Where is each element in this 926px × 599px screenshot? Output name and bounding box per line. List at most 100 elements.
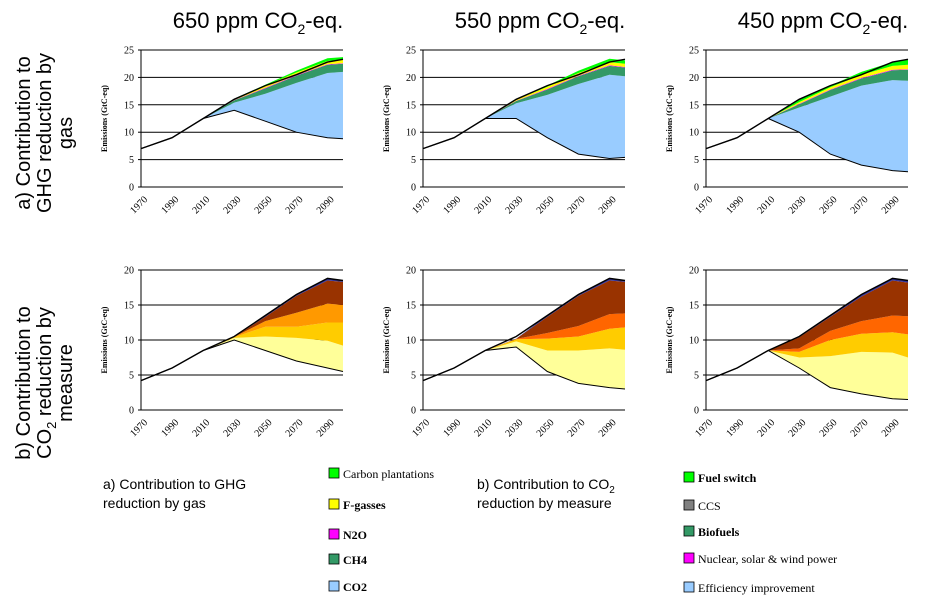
y-axis-label: Emissions (GtC-eq) xyxy=(665,306,674,373)
y-tick-label: 10 xyxy=(689,336,699,347)
legend-item-label: F-gasses xyxy=(343,498,386,512)
chart-panel: 0 5 10 15 20 25 1970 1990 2010 2030 2050 2070 2090 Em… xyxy=(382,46,626,216)
x-tick-label: 2070 xyxy=(284,194,306,216)
y-tick-label: 20 xyxy=(689,266,699,277)
row-label-b-line: b) Contribution to xyxy=(13,306,35,459)
x-tick-label: 2010 xyxy=(472,417,494,439)
y-tick-label: 25 xyxy=(406,46,416,57)
x-tick-label: 2030 xyxy=(787,194,809,216)
wedge-co2 xyxy=(706,80,908,172)
x-tick-label: 2070 xyxy=(849,194,871,216)
x-tick-label: 1990 xyxy=(441,194,463,216)
x-tick-label: 2090 xyxy=(315,417,337,439)
x-tick-label: 1970 xyxy=(128,194,150,216)
chart-panel: 0 5 10 15 20 25 1970 1990 2010 2030 2050 2070 2090 Em… xyxy=(665,46,909,216)
y-tick-label: 15 xyxy=(689,301,699,312)
row-label-b: b) Contribution to CO2 reduction by measur… xyxy=(13,306,77,459)
wedge-co2 xyxy=(423,74,625,159)
y-tick-label: 15 xyxy=(406,100,416,111)
legend-item-label: CCS xyxy=(698,499,721,513)
y-tick-label: 25 xyxy=(124,46,134,57)
legend-b-title: b) Contribution to CO2 xyxy=(477,476,615,496)
legend-item-label: N2O xyxy=(343,528,367,542)
legend-a: a) Contribution to GHG reduction by gas Ca… xyxy=(103,467,434,594)
row-label-a-line: a) Contribution to xyxy=(13,56,35,209)
x-tick-label: 2090 xyxy=(597,194,619,216)
remaining-line xyxy=(422,118,626,160)
y-tick-label: 20 xyxy=(689,73,699,84)
column-title-text: 650 ppm CO xyxy=(173,8,298,33)
legend-a-title: reduction by gas xyxy=(103,495,206,511)
wedge-ccs xyxy=(706,315,908,381)
y-tick-label: 5 xyxy=(694,371,699,382)
row-label-a: a) Contribution to GHG reduction by gas xyxy=(13,53,77,213)
wedge-ch4 xyxy=(706,69,908,149)
y-tick-label: 10 xyxy=(124,128,134,139)
legend-swatch xyxy=(328,580,340,592)
y-tick-label: 25 xyxy=(689,46,699,57)
x-tick-label: 1990 xyxy=(441,417,463,439)
wedge-co2 xyxy=(141,71,343,149)
x-tick-label: 2050 xyxy=(253,194,275,216)
y-tick-label: 5 xyxy=(411,155,416,166)
chart-panel: 0 5 10 15 20 1970 1990 2010 2030 2050 2070 2090 Emis… xyxy=(665,266,909,439)
legend-swatch xyxy=(683,581,695,593)
x-tick-label: 2050 xyxy=(818,194,840,216)
legend-swatch xyxy=(683,525,695,537)
legend-item-label: CO2 xyxy=(343,580,367,594)
x-tick-label: 2090 xyxy=(315,194,337,216)
x-tick-label: 2070 xyxy=(849,417,871,439)
y-axis-label: Emissions (GtC-eq) xyxy=(382,306,391,373)
x-tick-label: 1970 xyxy=(693,194,715,216)
x-tick-label: 2050 xyxy=(535,194,557,216)
column-title: 550 ppm CO2-eq. xyxy=(455,8,625,37)
legend-item-label: CH4 xyxy=(343,553,367,567)
y-tick-label: 15 xyxy=(124,100,134,111)
x-tick-label: 1970 xyxy=(410,194,432,216)
row-label-b-line: CO2 reduction by xyxy=(34,307,59,459)
x-tick-label: 2090 xyxy=(597,417,619,439)
y-tick-label: 10 xyxy=(124,336,134,347)
column-title-suffix: -eq. xyxy=(305,8,343,33)
x-tick-label: 2010 xyxy=(755,194,777,216)
legend-item-label: Fuel switch xyxy=(698,471,757,485)
y-tick-label: 10 xyxy=(406,336,416,347)
x-tick-label: 2070 xyxy=(566,194,588,216)
y-tick-label: 0 xyxy=(694,183,699,194)
wedge-nuc xyxy=(706,332,908,381)
y-tick-label: 20 xyxy=(124,266,134,277)
chart-panel: 0 5 10 15 20 1970 1990 2010 2030 2050 2070 2090 Emis… xyxy=(382,266,626,439)
y-axis-label: Emissions (GtC-eq) xyxy=(100,85,109,152)
x-tick-label: 1990 xyxy=(159,417,181,439)
x-tick-label: 1990 xyxy=(724,194,746,216)
column-title-subscript: 2 xyxy=(298,21,306,37)
wedge-fuel xyxy=(706,280,908,381)
wedge-ch4 xyxy=(423,65,625,149)
y-axis-label: Emissions (GtC-eq) xyxy=(100,306,109,373)
wedge-fuel xyxy=(141,280,343,381)
x-tick-label: 2050 xyxy=(253,417,275,439)
legend-swatch xyxy=(328,498,340,510)
legend-b-title: reduction by measure xyxy=(477,495,612,511)
column-title-text: 550 ppm CO xyxy=(455,8,580,33)
y-axis-label: Emissions (GtC-eq) xyxy=(665,85,674,152)
y-tick-label: 0 xyxy=(129,406,134,417)
x-tick-label: 2070 xyxy=(284,417,306,439)
legend-item-label: Carbon plantations xyxy=(343,467,434,481)
y-tick-label: 15 xyxy=(689,100,699,111)
row-label-a-line: GHG reduction by xyxy=(34,53,56,213)
y-tick-label: 0 xyxy=(411,406,416,417)
legend-item-label: Biofuels xyxy=(698,525,740,539)
x-tick-label: 2030 xyxy=(504,194,526,216)
y-tick-label: 20 xyxy=(124,73,134,84)
wedge-ccs xyxy=(423,313,625,381)
column-title-suffix: -eq. xyxy=(587,8,625,33)
row-label-b-line: measure xyxy=(55,344,77,422)
x-tick-label: 2030 xyxy=(787,417,809,439)
legend-swatch xyxy=(683,552,695,564)
x-tick-label: 2010 xyxy=(190,417,212,439)
remaining-line xyxy=(422,346,626,390)
column-title-suffix: -eq. xyxy=(870,8,908,33)
remaining-line xyxy=(140,109,344,150)
